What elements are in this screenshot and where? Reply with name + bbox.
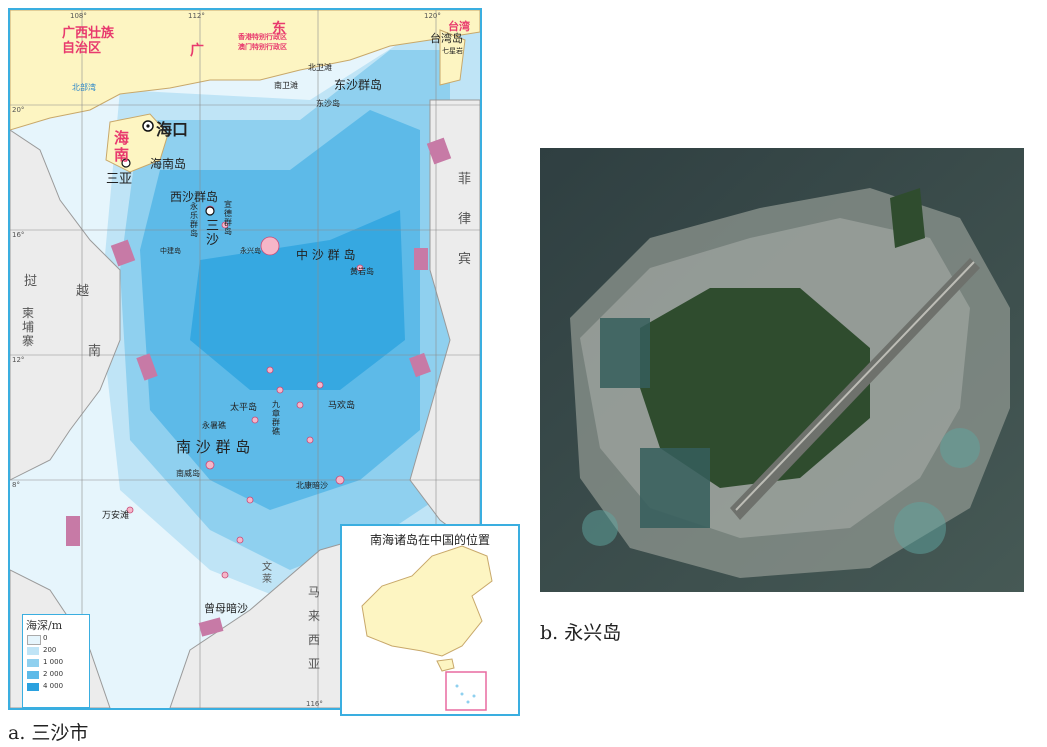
label-jianpuzhai: 柬 埔 寨 — [22, 306, 35, 348]
label-zengmu: 曾母暗沙 — [204, 602, 248, 615]
label-dongsha-qundao: 东沙群岛 — [334, 78, 383, 92]
label-wanan: 万安滩 — [102, 511, 130, 521]
label-haikou: 海口 — [156, 120, 189, 139]
label-guangdong: 广 — [190, 43, 204, 59]
depth-4000 — [190, 210, 405, 390]
legend-swatch-4 — [27, 683, 39, 691]
sansha-marker — [205, 206, 215, 216]
label-beibu: 北部湾 — [72, 83, 96, 92]
label-huangyan: 黄岩岛 — [350, 267, 374, 276]
label-zhongsha: 中 沙 群 岛 — [296, 248, 356, 262]
caption-b: b. 永兴岛 — [540, 622, 622, 644]
label-dongsha-dao: 东沙岛 — [316, 99, 340, 108]
label-nansha: 南 沙 群 岛 — [176, 438, 251, 456]
legend-label-0: 0 — [43, 634, 48, 642]
caption-a: a. 三沙市 — [8, 722, 89, 744]
lon-108: 108° — [70, 12, 87, 20]
label-xuande: 宣 德 群 岛 — [224, 200, 232, 236]
nine-dash-line — [66, 137, 452, 637]
label-yongle: 永 乐 群 岛 — [190, 202, 198, 238]
label-taiwan-dao: 台湾岛 — [430, 32, 463, 45]
label-nanwei-dao: 南威岛 — [176, 469, 200, 478]
label-wenlai: 文 莱 — [262, 562, 272, 585]
label-beiwei: 北卫滩 — [308, 63, 332, 72]
label-philippines: 菲 律 宾 — [458, 172, 472, 267]
satellite-image — [540, 148, 1024, 592]
label-hainan: 海 南 — [114, 129, 130, 164]
label-qimei: 七星岩 — [442, 47, 463, 55]
label-beikang: 北康暗沙 — [296, 481, 328, 490]
label-dong: 东 — [272, 21, 286, 37]
taiwan-island — [439, 29, 466, 86]
mainland-south-china — [10, 10, 480, 131]
label-yue: 越 — [76, 284, 90, 299]
label-nan: 南 — [88, 344, 102, 359]
label-xisha-qundao: 西沙群岛 — [170, 190, 219, 204]
label-jiuzhang: 九 章 群 礁 — [272, 400, 280, 436]
label-sanya: 三亚 — [106, 172, 133, 187]
lon-116: 116° — [306, 700, 323, 708]
label-zhongjian: 中建岛 — [160, 247, 181, 255]
lon-120: 120° — [424, 12, 441, 20]
inset-title: 南海诸岛在中国的位置 — [369, 533, 490, 547]
legend-swatch-1 — [27, 647, 39, 655]
legend-swatch-2 — [27, 659, 39, 667]
legend-label-2: 1 000 — [43, 658, 64, 666]
label-mahuan: 马欢岛 — [328, 401, 356, 411]
legend-label-1: 200 — [43, 646, 57, 654]
label-yongxing: 永兴岛 — [240, 247, 261, 255]
label-malaixiya: 马 来 西 亚 — [308, 585, 321, 671]
yongxing-island-photo — [540, 148, 1024, 592]
sanya-marker — [121, 158, 131, 168]
label-yongshu: 永暑礁 — [202, 421, 226, 430]
vietnam-coast — [10, 129, 121, 481]
legend-swatch-3 — [27, 671, 39, 679]
lat-16: 16° — [12, 231, 25, 239]
lat-8: 8° — [12, 481, 20, 489]
island-clusters — [126, 205, 364, 579]
label-nanwei: 南卫滩 — [274, 81, 298, 90]
depth-legend: 海深/m 0 200 1 000 2 000 4 000 — [22, 614, 90, 708]
legend-label-4: 4 000 — [43, 682, 64, 690]
label-lao: 挝 — [24, 274, 38, 289]
label-hainan-dao: 海南岛 — [150, 157, 187, 171]
legend-swatch-0 — [27, 635, 41, 645]
lat-20: 20° — [12, 106, 25, 114]
label-macau: 澳门特别行政区 — [238, 43, 287, 51]
china-outline — [361, 545, 493, 711]
lon-112: 112° — [188, 12, 205, 20]
label-guangxi: 广西壮族 自治区 — [62, 26, 115, 56]
legend-label-3: 2 000 — [43, 670, 64, 678]
label-hk: 香港特别行政区 — [238, 33, 287, 41]
label-taiping: 太平岛 — [230, 403, 258, 413]
label-sansha: 三 沙 — [206, 219, 220, 248]
lat-12: 12° — [12, 356, 25, 364]
inset-map: 南海诸岛在中国的位置 — [340, 524, 520, 716]
label-taiwan: 台湾 — [448, 20, 470, 33]
legend-title: 海深/m — [26, 619, 63, 632]
